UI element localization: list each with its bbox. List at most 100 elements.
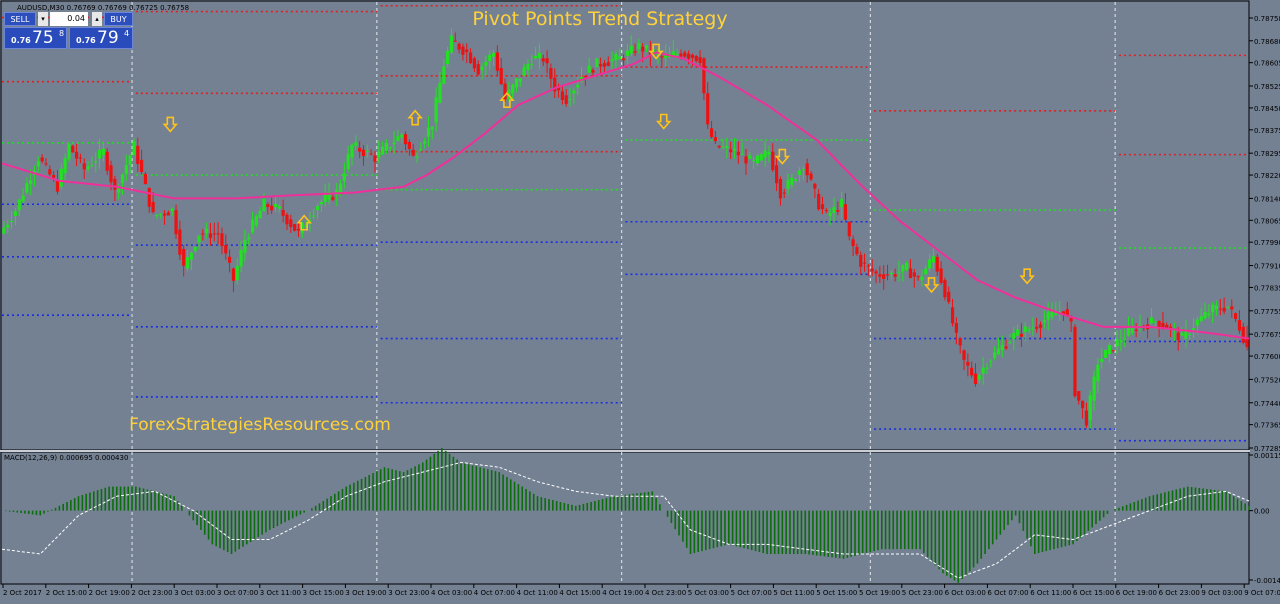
candle-body [315, 206, 320, 211]
bear-candle [55, 170, 60, 195]
candle-body [790, 177, 794, 185]
sell-quote-fraction: 8 [59, 29, 65, 38]
bull-candle [185, 249, 190, 272]
signal-arrow-shape [1019, 268, 1035, 285]
bear-candle [962, 349, 966, 371]
candle-body [778, 178, 783, 199]
candle-body [801, 169, 805, 171]
candle-body [973, 373, 978, 385]
candle-body [908, 268, 913, 279]
bear-candle [1081, 400, 1085, 419]
candle-body [377, 151, 381, 158]
bear-candle [541, 54, 545, 66]
candle-body [411, 149, 415, 156]
bull-candle [193, 246, 197, 254]
candle-body [1188, 333, 1192, 335]
candle-body [652, 51, 656, 53]
bull-candle [763, 141, 767, 167]
macd-tick-label: 0.00 [1254, 508, 1270, 516]
bear-candle [407, 139, 411, 156]
candle-body [660, 56, 664, 58]
candle-body [1176, 332, 1180, 341]
time-tick-label: 3 Oct 07:00 [217, 589, 258, 597]
sell-quote[interactable]: 0.76 75 8 [4, 27, 67, 49]
lot-decrease-button[interactable]: ▾ [38, 12, 48, 26]
bear-candle [1019, 323, 1024, 347]
candle-body [855, 247, 859, 255]
candle-body [1153, 321, 1157, 323]
bear-candle [166, 210, 170, 216]
bull-candle [2, 221, 6, 235]
bull-candle [1008, 334, 1012, 345]
lot-size-input[interactable]: 0.04 [50, 12, 88, 26]
candle-body [568, 99, 572, 101]
bull-candle [392, 131, 396, 154]
bear-candle [843, 193, 848, 222]
bear-candle [809, 171, 813, 182]
bear-candle [774, 155, 779, 192]
candle-body [235, 265, 239, 281]
bull-candle [767, 145, 771, 163]
bull-candle [614, 50, 618, 71]
bear-candle [621, 54, 626, 67]
bull-candle [124, 154, 128, 181]
time-tick-label: 3 Oct 03:00 [174, 589, 215, 597]
candle-body [147, 187, 151, 207]
bear-candle [694, 55, 698, 63]
bull-candle [94, 152, 98, 173]
candle-body [786, 180, 790, 189]
candle-body [170, 208, 174, 212]
bear-candle [713, 130, 717, 144]
bull-candle [748, 152, 752, 160]
bull-candle [315, 203, 320, 219]
bear-candle [1073, 324, 1077, 398]
candle-body [78, 157, 83, 159]
time-tick-label: 4 Oct 03:00 [431, 589, 472, 597]
candle-body [1234, 313, 1238, 320]
bear-candle [836, 201, 840, 216]
candle-body [602, 63, 607, 67]
bull-candle [197, 235, 201, 250]
candle-body [97, 149, 102, 159]
bull-candle [1000, 335, 1004, 358]
lot-increase-button[interactable]: ▴ [92, 12, 102, 26]
candle-body [763, 150, 767, 158]
bull-candle [981, 356, 985, 385]
time-tick-label: 4 Oct 11:00 [517, 589, 558, 597]
bear-candle [71, 144, 75, 153]
macd-signal-line [1, 461, 1250, 579]
buy-arrow [296, 214, 312, 231]
bear-candle [851, 235, 855, 257]
bear-candle [468, 48, 473, 65]
time-tick-label: 5 Oct 23:00 [902, 589, 943, 597]
bear-candle [698, 50, 702, 67]
bull-candle [388, 146, 392, 152]
bear-candle [943, 277, 947, 301]
candle-body [319, 202, 324, 205]
bear-candle [281, 199, 285, 223]
candle-body [484, 61, 488, 66]
candle-body [644, 45, 649, 49]
candle-body [101, 148, 105, 156]
chart-title: Pivot Points Trend Strategy [472, 8, 727, 30]
candle-body [1157, 321, 1161, 328]
sell-button[interactable]: SELL [4, 12, 36, 26]
candle-body [518, 78, 522, 82]
bear-candle [231, 267, 236, 293]
signal-arrow-shape [162, 116, 179, 133]
candle-body [732, 148, 737, 151]
buy-button[interactable]: BUY [104, 12, 133, 26]
bear-candle [174, 204, 178, 239]
bear-candle [702, 57, 706, 101]
bull-candle [537, 43, 542, 70]
bull-candle [350, 143, 354, 166]
bear-candle [1134, 322, 1138, 338]
bull-candle [740, 142, 744, 155]
time-tick-label: 2 Oct 2017 [3, 589, 42, 597]
candle-body [1046, 312, 1050, 320]
bull-candle [159, 212, 163, 219]
buy-quote[interactable]: 0.76 79 4 [69, 27, 133, 49]
bull-candle [430, 126, 434, 140]
